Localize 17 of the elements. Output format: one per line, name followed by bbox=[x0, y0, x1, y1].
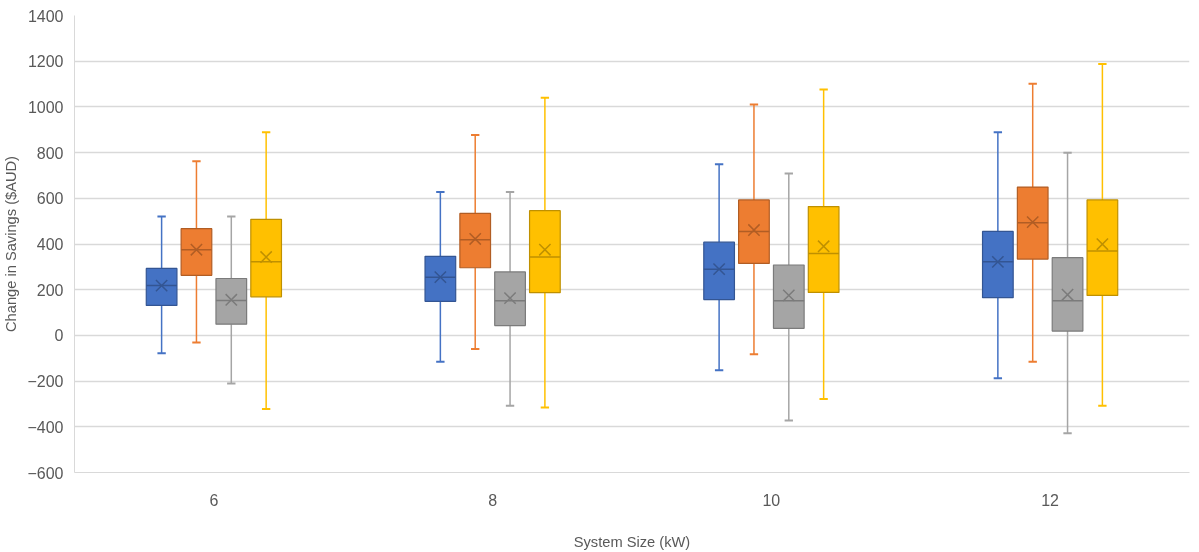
y-tick-label: 600 bbox=[36, 190, 64, 208]
y-tick-label: −400 bbox=[27, 418, 64, 436]
y-tick-label: 0 bbox=[54, 327, 64, 345]
y-tick-label: 1000 bbox=[27, 98, 64, 116]
x-axis-title: System Size (kW) bbox=[573, 533, 691, 550]
x-tick-label: 6 bbox=[209, 491, 219, 509]
y-tick-label: 400 bbox=[36, 236, 64, 253]
y-tick-label: 800 bbox=[36, 144, 64, 162]
y-axis-title: Change in Savings ($AUD) bbox=[3, 156, 20, 332]
y-tick-label: −200 bbox=[27, 373, 64, 391]
y-tick-label: −600 bbox=[27, 464, 64, 482]
y-tick-label: 1200 bbox=[27, 53, 64, 71]
x-tick-label: 8 bbox=[488, 491, 498, 509]
x-tick-label: 10 bbox=[762, 491, 781, 509]
y-tick-label: 1400 bbox=[27, 7, 64, 25]
x-tick-label: 12 bbox=[1041, 491, 1060, 509]
y-tick-label: 200 bbox=[36, 281, 64, 299]
